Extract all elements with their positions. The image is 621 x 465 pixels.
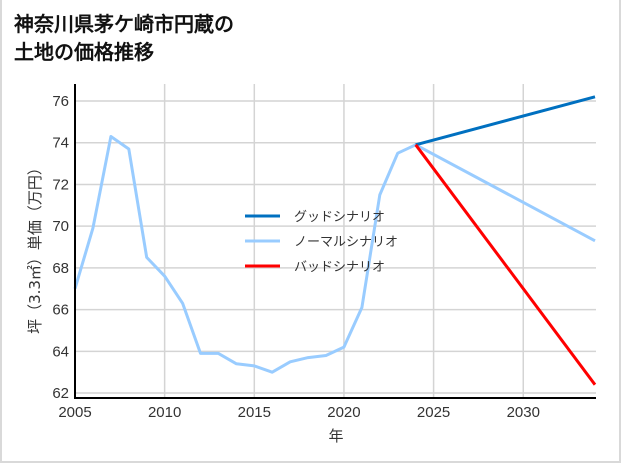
- x-tick-label: 2005: [58, 404, 91, 421]
- y-tick-label: 70: [52, 218, 69, 235]
- x-tick-label: 2025: [417, 404, 450, 421]
- y-tick-label: 76: [52, 93, 69, 110]
- axes: [74, 84, 596, 399]
- legend-label: ノーマルシナリオ: [294, 235, 398, 250]
- x-axis-label: 年: [328, 427, 343, 445]
- series-line: [415, 95, 596, 147]
- legend-label: グッドシナリオ: [294, 210, 385, 225]
- series-line: [73, 135, 596, 374]
- x-tick-label: 2010: [148, 404, 181, 421]
- y-tick-label: 72: [52, 176, 69, 193]
- y-axis-label: 坪（3.3㎡）単価（万円）: [26, 160, 44, 334]
- y-tick-label: 62: [52, 385, 69, 402]
- legend-label: バッドシナリオ: [294, 260, 385, 275]
- x-tick-label: 2020: [327, 404, 360, 421]
- y-tick-label: 68: [52, 260, 69, 277]
- chart-title: 神奈川県茅ケ崎市円蔵の 土地の価格推移: [14, 10, 234, 66]
- series-line: [414, 143, 597, 386]
- series-lines: [73, 95, 597, 386]
- y-tick-label: 66: [52, 302, 69, 319]
- chart-title-line-2: 土地の価格推移: [14, 40, 154, 64]
- tick-labels: 62 64 66 68 70 72 74 76 2005 2010 2015 2020 2025 2030: [52, 93, 540, 421]
- x-tick-label: 2015: [238, 404, 271, 421]
- y-tick-label: 74: [52, 135, 69, 152]
- y-tick-label: 64: [52, 343, 69, 360]
- x-tick-label: 2030: [507, 404, 540, 421]
- chart-title-line-1: 神奈川県茅ケ崎市円蔵の: [14, 12, 234, 36]
